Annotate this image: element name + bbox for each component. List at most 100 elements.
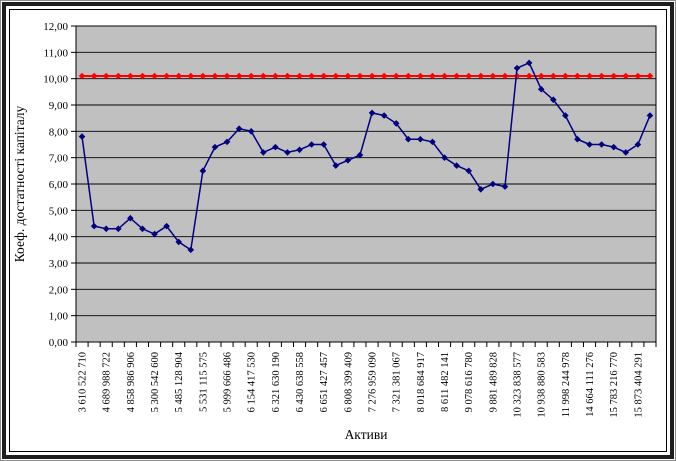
normative-level-marker — [259, 72, 267, 80]
y-tick-label: 5,00 — [49, 205, 69, 217]
capital-adequacy-ratio-marker — [90, 222, 98, 230]
capital-adequacy-ratio-marker — [332, 162, 340, 169]
normative-level-marker — [90, 72, 98, 80]
normative-level-marker — [368, 72, 376, 80]
capital-adequacy-ratio-marker — [78, 133, 86, 140]
capital-adequacy-ratio-marker — [356, 151, 364, 159]
y-axis-title: Коеф. достатності капіталу — [12, 105, 27, 262]
line-chart: 0,00 1,00 2,00 3,00 4,00 5,00 6,00 7,00 8,00 9,00… — [12, 21, 657, 442]
capital-adequacy-ratio-marker — [586, 141, 593, 148]
capital-adequacy-ratio-marker — [549, 96, 557, 104]
x-tick-label: 8 611 482 141 — [440, 352, 451, 412]
normative-level-marker — [114, 72, 122, 80]
capital-adequacy-ratio-marker — [404, 135, 412, 143]
capital-adequacy-ratio-marker — [622, 149, 630, 156]
capital-adequacy-ratio-marker — [646, 112, 654, 119]
normative-level-marker — [586, 72, 593, 80]
normative-level-marker — [320, 72, 328, 80]
capital-adequacy-ratio-marker — [598, 141, 605, 148]
capital-adequacy-ratio-marker — [151, 230, 158, 238]
y-tick-label: 11,00 — [44, 47, 69, 59]
capital-adequacy-ratio-marker — [163, 222, 170, 230]
capital-adequacy-ratio-marker — [453, 162, 460, 169]
normative-level-marker — [429, 72, 436, 80]
y-tick-label: 6,00 — [49, 179, 69, 191]
capital-adequacy-ratio-marker — [417, 135, 424, 143]
y-tick-label: 0,00 — [49, 337, 69, 349]
capital-adequacy-ratio-marker — [187, 246, 195, 254]
x-tick-label: 6 321 630 190 — [271, 352, 282, 412]
normative-level-marker — [151, 72, 158, 80]
normative-level-marker — [235, 72, 243, 80]
normative-level-marker — [537, 72, 545, 80]
x-tick-label: 10 323 838 577 — [513, 352, 524, 418]
normative-level-marker — [102, 72, 110, 80]
x-tick-label: 5 485 128 904 — [174, 351, 185, 412]
y-tick-label: 4,00 — [49, 232, 69, 244]
x-tick-label: 15 783 216 770 — [609, 352, 620, 418]
capital-adequacy-ratio-marker — [465, 167, 473, 175]
capital-adequacy-ratio-marker — [513, 64, 521, 72]
normative-level-marker — [332, 72, 340, 80]
y-tick-label: 2,00 — [49, 284, 69, 296]
x-tick-label: 7 321 381 067 — [392, 352, 403, 412]
normative-level-marker — [453, 72, 460, 80]
x-tick-label: 6 430 638 558 — [295, 352, 306, 412]
capital-adequacy-ratio-marker — [199, 167, 207, 175]
capital-adequacy-ratio-marker — [175, 238, 183, 246]
capital-adequacy-ratio-marker — [308, 141, 315, 148]
x-tick-label: 6 808 399 409 — [343, 352, 354, 412]
x-tick-label: 6 154 417 530 — [247, 352, 258, 412]
y-tick-label: 7,00 — [49, 153, 69, 165]
capital-adequacy-ratio-marker — [102, 225, 110, 233]
capital-adequacy-ratio-line — [81, 61, 651, 252]
normative-level-marker — [574, 72, 581, 80]
capital-adequacy-ratio-marker — [368, 109, 376, 117]
normative-level-marker — [284, 72, 291, 80]
normative-level-marker — [308, 72, 315, 80]
normative-level-marker — [622, 72, 630, 80]
normative-level-marker — [562, 72, 569, 80]
capital-adequacy-ratio-marker — [211, 143, 219, 151]
normative-level-marker — [175, 72, 183, 80]
normative-level-marker — [441, 72, 448, 80]
normative-level-marker — [296, 72, 303, 80]
y-tick-label: 12,00 — [43, 21, 68, 33]
normative-level-marker — [598, 72, 605, 80]
y-tick-label: 9,00 — [49, 100, 69, 112]
capital-adequacy-ratio-marker — [634, 141, 642, 148]
normative-level-marker — [356, 72, 364, 80]
picture-frame-inner-line: 0,00 1,00 2,00 3,00 4,00 5,00 6,00 7,00 8,00 9,00… — [9, 9, 667, 452]
normative-level-marker — [489, 72, 497, 80]
x-tick-label: 8 018 684 917 — [416, 352, 427, 412]
normative-level-marker — [610, 72, 618, 80]
x-tick-label: 5 300 542 600 — [150, 352, 161, 412]
capital-adequacy-ratio-marker — [380, 112, 388, 119]
capital-adequacy-ratio-marker — [139, 225, 146, 233]
normative-level-marker — [187, 72, 195, 80]
normative-level-marker — [247, 72, 255, 80]
capital-adequacy-ratio-marker — [477, 185, 485, 193]
normative-level-marker — [404, 72, 412, 80]
x-tick-label: 4 858 986 906 — [126, 352, 137, 412]
x-tick-label: 9 078 616 780 — [464, 352, 475, 412]
normative-level-marker — [199, 72, 207, 80]
normative-level-marker — [465, 72, 473, 80]
capital-adequacy-ratio-marker — [537, 85, 545, 93]
y-tick-label: 8,00 — [49, 126, 69, 138]
normative-level-marker — [223, 72, 231, 80]
capital-adequacy-ratio-marker — [441, 154, 448, 161]
x-tick-label: 10 938 880 583 — [537, 352, 548, 418]
x-tick-label: 5 999 666 486 — [223, 352, 234, 412]
x-tick-label: 14 664 111 276 — [585, 352, 596, 417]
normative-level-marker — [127, 72, 134, 80]
capital-adequacy-ratio-marker — [320, 141, 328, 148]
normative-level-marker — [344, 72, 352, 80]
capital-adequacy-ratio-marker — [223, 138, 231, 146]
x-tick-label: 11 998 244 978 — [561, 352, 572, 417]
capital-adequacy-ratio-marker — [429, 138, 436, 146]
normative-level-marker — [417, 72, 424, 80]
capital-adequacy-ratio-marker — [392, 120, 400, 127]
capital-adequacy-ratio-marker — [114, 225, 122, 233]
